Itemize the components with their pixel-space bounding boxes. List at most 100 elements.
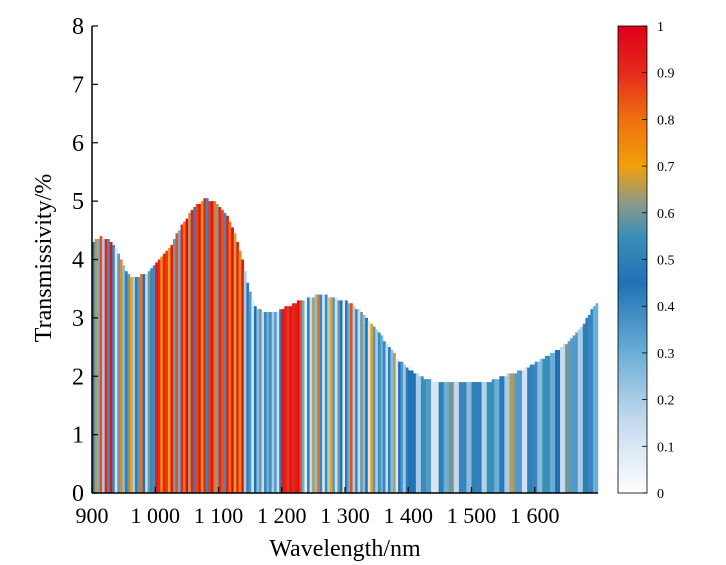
bar — [334, 297, 338, 493]
bar — [405, 367, 409, 493]
bar — [476, 382, 480, 493]
bar — [307, 297, 310, 493]
bar — [542, 358, 546, 493]
bar — [258, 309, 262, 493]
bar — [299, 300, 303, 493]
bar — [458, 382, 462, 493]
bar — [557, 349, 561, 493]
bar — [357, 309, 361, 493]
bar — [274, 312, 277, 493]
bar — [395, 358, 399, 493]
bar — [94, 239, 98, 493]
bar — [529, 364, 533, 493]
bar — [570, 338, 573, 493]
bar — [319, 294, 323, 493]
bar — [200, 201, 204, 494]
bar — [291, 303, 295, 493]
bar — [251, 300, 255, 493]
bar — [279, 309, 282, 493]
bar — [301, 300, 305, 493]
bar — [420, 376, 424, 493]
bar — [562, 344, 566, 493]
bar — [347, 303, 351, 493]
bar — [193, 206, 196, 493]
bar — [410, 370, 414, 493]
bar — [92, 241, 95, 493]
bar — [327, 297, 331, 493]
bar — [443, 382, 447, 493]
x-tick-label: 1 400 — [384, 503, 434, 528]
x-tick-label: 1 300 — [320, 503, 370, 528]
bar — [122, 265, 126, 493]
x-axis-label: Wavelength/nm — [269, 536, 421, 562]
bar — [221, 209, 224, 493]
bar — [486, 382, 490, 493]
bar — [190, 209, 194, 493]
y-tick-label: 6 — [72, 131, 84, 157]
bar — [218, 206, 222, 493]
bar — [264, 312, 267, 493]
bar — [140, 274, 143, 493]
bar — [382, 341, 386, 493]
bar — [119, 259, 123, 493]
bar — [226, 215, 229, 493]
bar — [461, 382, 465, 493]
bar — [567, 341, 571, 493]
colorbar-tick-label: 0.5 — [657, 254, 675, 269]
colorbar-tick-label: 0.6 — [657, 207, 675, 222]
bar — [271, 312, 275, 493]
bar — [360, 312, 363, 493]
bar — [337, 300, 341, 493]
bar — [489, 382, 492, 493]
bar — [532, 364, 535, 493]
bar — [324, 294, 328, 493]
bar — [281, 309, 285, 493]
bar — [286, 306, 290, 493]
bar — [448, 382, 452, 493]
bar — [494, 379, 498, 493]
bar — [400, 361, 404, 493]
bar — [284, 306, 288, 493]
bar — [456, 382, 460, 493]
bar — [580, 326, 584, 493]
bar — [350, 303, 353, 493]
y-tick-label: 7 — [72, 72, 84, 98]
bar — [175, 233, 179, 494]
bar — [544, 355, 548, 493]
bar — [390, 349, 394, 493]
y-tick-label: 0 — [72, 481, 84, 507]
bar — [524, 367, 528, 493]
bar — [433, 382, 437, 493]
bar — [256, 309, 260, 493]
bar — [296, 300, 300, 493]
bar — [107, 239, 110, 493]
bar — [527, 367, 530, 493]
bar — [253, 306, 257, 493]
colorbar-tick-label: 0.9 — [657, 67, 675, 82]
y-tick-label: 1 — [72, 423, 84, 449]
bar — [537, 361, 541, 493]
bar — [595, 303, 599, 493]
bar — [165, 250, 169, 493]
colorbar-tick-label: 1 — [657, 20, 664, 35]
bar — [243, 271, 247, 493]
bar — [572, 335, 576, 493]
bar — [481, 382, 485, 493]
bar — [312, 297, 315, 493]
x-tick-label: 1 100 — [194, 503, 244, 528]
bar — [294, 303, 298, 493]
bar — [423, 379, 427, 493]
bar — [329, 297, 333, 493]
x-tick-label: 1 500 — [447, 503, 497, 528]
bar — [102, 239, 105, 493]
bar — [446, 382, 449, 493]
bar — [155, 262, 159, 493]
x-tick-label: 900 — [76, 503, 109, 528]
bar — [215, 204, 219, 494]
bar — [509, 373, 513, 493]
bar — [425, 379, 429, 493]
colorbar-tick-label: 0.3 — [657, 347, 675, 362]
bar — [415, 373, 419, 493]
bar — [370, 323, 374, 493]
bar — [132, 277, 136, 493]
